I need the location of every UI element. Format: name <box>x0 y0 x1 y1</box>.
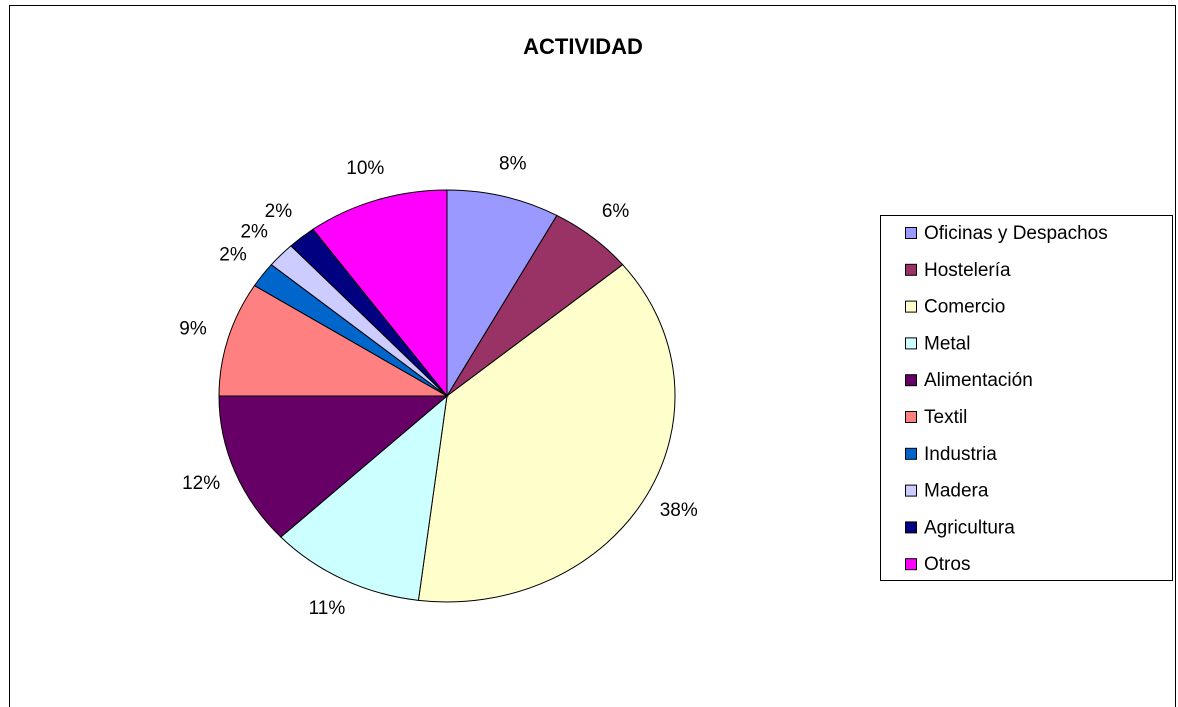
legend-swatch <box>905 227 917 239</box>
legend-box <box>880 215 1173 581</box>
legend-swatch <box>905 447 917 460</box>
data-label: 8% <box>499 154 527 175</box>
legend-label: Oficinas y Despachos <box>924 223 1108 244</box>
legend-swatch <box>905 337 917 350</box>
data-label: 2% <box>219 245 247 266</box>
legend-label: Comercio <box>924 297 1005 318</box>
legend-swatch <box>905 300 917 313</box>
legend-swatch <box>905 411 917 423</box>
legend-label: Agricultura <box>924 517 1015 538</box>
pie-slice <box>446 189 558 398</box>
legend-swatch <box>905 484 917 497</box>
legend-swatch <box>905 558 917 571</box>
legend-label: Industria <box>924 444 997 465</box>
data-label: 6% <box>602 201 630 222</box>
data-label: 9% <box>179 318 207 339</box>
data-label: 12% <box>182 473 220 494</box>
pie-slice <box>312 189 448 398</box>
data-label: 2% <box>265 201 293 222</box>
legend-label: Metal <box>924 333 970 354</box>
chart-title: ACTIVIDAD <box>523 34 643 59</box>
legend-label: Hostelería <box>924 260 1011 281</box>
legend-swatch <box>905 521 917 534</box>
pie-slice <box>280 394 448 601</box>
legend-label: Textil <box>924 407 967 428</box>
data-label: 10% <box>346 158 384 179</box>
legend-swatch <box>905 263 917 276</box>
pie-slice <box>218 395 449 538</box>
data-label: 11% <box>309 598 346 619</box>
legend-swatch <box>905 374 917 387</box>
data-label: 2% <box>240 221 268 242</box>
pie-slice <box>417 264 676 603</box>
legend-label: Alimentación <box>924 370 1033 391</box>
pie-slice <box>218 284 449 397</box>
legend-label: Otros <box>924 554 970 575</box>
legend-label: Madera <box>924 481 989 502</box>
data-label: 38% <box>660 500 698 521</box>
